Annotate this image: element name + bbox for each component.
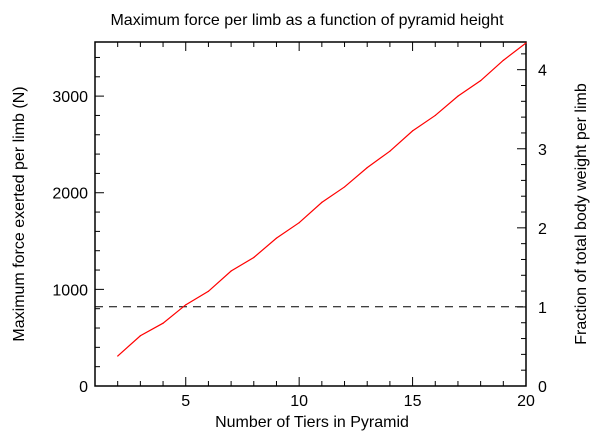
y-tick-label: 2000 (52, 186, 88, 203)
data-point (207, 290, 210, 292)
y-axis-label: Maximum force exerted per limb (N) (11, 86, 28, 341)
data-point (185, 304, 187, 306)
data-point (298, 222, 300, 224)
y2-axis-label: Fraction of total body weight per limb (573, 83, 590, 345)
y2-tick-label: 4 (538, 63, 547, 80)
y2-tick-label: 0 (538, 379, 547, 396)
x-tick-label: 10 (290, 393, 308, 410)
data-point (139, 335, 141, 337)
data-point (162, 322, 164, 324)
data-point (321, 201, 323, 204)
y-axis-ticks: 0 1000 2000 3000 (52, 56, 104, 396)
data-point (117, 355, 119, 357)
x-tick-label: 15 (404, 393, 422, 410)
data-point (343, 186, 346, 188)
y2-tick-label: 3 (538, 142, 547, 159)
series-points (117, 42, 527, 357)
y-tick-label: 1000 (52, 282, 88, 299)
data-point (253, 256, 255, 259)
x-axis-label: Number of Tiers in Pyramid (215, 414, 409, 431)
y-tick-label: 0 (79, 379, 88, 396)
data-point (480, 80, 482, 82)
data-point (411, 130, 414, 132)
chart-title: Maximum force per limb as a function of … (110, 12, 504, 29)
data-point (457, 95, 459, 97)
plot-frame (94, 41, 527, 387)
series-line (117, 42, 527, 357)
data-point (389, 150, 391, 152)
data-point (525, 42, 527, 44)
y2-axis-ticks: 0 1 2 3 4 (517, 53, 547, 396)
data-point (502, 59, 504, 61)
x-tick-label: 20 (517, 393, 535, 410)
data-point (434, 114, 436, 117)
y2-tick-label: 1 (538, 300, 547, 317)
data-point (366, 167, 368, 169)
y-tick-label: 3000 (52, 89, 88, 106)
data-point (275, 237, 278, 239)
plot-area (94, 41, 527, 387)
x-axis-ticks: 5 10 15 20 (117, 42, 535, 410)
data-point (230, 270, 232, 272)
y2-tick-label: 2 (538, 221, 547, 238)
x-tick-label: 5 (181, 393, 190, 410)
